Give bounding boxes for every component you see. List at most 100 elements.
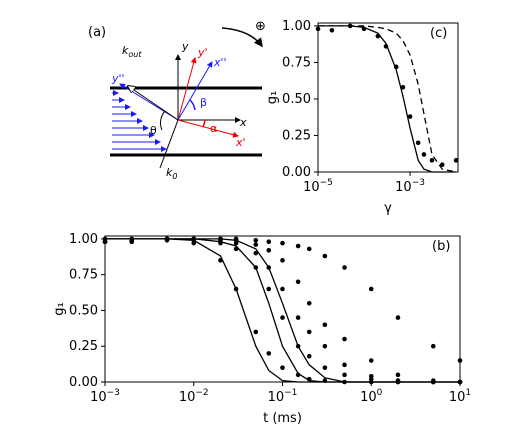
point [253,237,259,243]
point [233,236,239,242]
x-tick-label: 10−3 [90,388,120,405]
y-tick-label: 0.00 [282,165,311,180]
y-axis-label: g₁ [52,302,67,315]
point [395,372,401,378]
point [342,362,347,368]
point [322,322,328,328]
label: θ [150,124,157,137]
point [280,365,285,370]
x-tick-exponent: −2 [195,388,208,398]
point [329,28,335,33]
x-tick-exponent: 1 [465,388,471,398]
point [295,279,301,285]
x-tick-exponent: 0 [377,388,383,398]
point [342,336,347,342]
rotation-arrow [221,27,263,48]
point [421,152,427,157]
point [368,373,374,379]
label: k [122,44,129,57]
line [318,25,457,173]
beta-arc [189,99,196,111]
point [306,329,312,335]
point [129,237,135,243]
label: k [166,166,173,179]
k-out [128,86,179,121]
x-tick-base: 10 [90,390,107,405]
point [280,240,285,246]
axis-x1 [177,119,239,138]
label: kout [122,44,142,59]
point [439,162,445,167]
x-tick-label: 10−3 [395,178,425,195]
point [280,258,285,263]
label: β [200,96,207,109]
plot-frame [104,235,461,383]
point [430,343,436,349]
point [266,248,272,253]
alpha-arc [202,119,206,128]
x-tick-base: 10 [268,390,285,405]
point [368,358,374,363]
y-tick-label: 1.00 [69,232,98,247]
panel-label: (c) [430,26,447,41]
y-axis-label: g₁ [265,91,280,104]
x-tick-exponent: −3 [107,388,120,398]
point [322,365,328,370]
label: x'' [213,56,227,69]
point [295,243,301,249]
label: y'' [111,72,125,85]
label: α [210,122,217,135]
label: out [128,50,142,59]
point [266,351,272,356]
point [253,250,259,256]
axis-x2 [177,61,213,121]
axis-y1 [177,57,197,121]
label: k0 [166,166,177,181]
symbol: ⊕ [255,19,266,34]
point [164,236,170,242]
label: x [239,116,247,129]
point [400,84,406,90]
point [280,315,285,320]
y-tick-label: 0.00 [69,375,98,390]
point [322,253,328,259]
point [280,286,285,292]
x-axis-label: t (ms) [263,411,302,426]
point [453,158,459,163]
x-tick-exponent: −3 [412,178,425,188]
y-tick-label: 1.00 [282,19,311,34]
point [266,286,272,292]
point [306,246,312,252]
x-tick-base: 10 [395,180,412,195]
point [191,236,197,242]
point [342,265,347,270]
flow-arrows [112,90,167,152]
point [306,353,312,359]
point [342,372,347,378]
y-tick-label: 0.75 [282,55,311,70]
x-tick-base: 10 [449,390,466,405]
x-tick-base: 10 [303,180,320,195]
label: y' [197,46,208,59]
x-tick-base: 10 [179,390,196,405]
point [218,236,223,242]
x-tick-exponent: −5 [320,178,333,188]
point [407,114,413,119]
point [295,315,301,320]
x-tick-base: 10 [360,390,377,405]
theta-arc [160,110,166,131]
point [415,140,421,146]
x-tick-label: 10−1 [268,388,298,405]
plot-frame [317,22,459,173]
y-tick-label: 0.50 [282,92,311,107]
panel-label: (a) [88,25,106,40]
label: 0 [172,172,177,181]
x-tick-label: 100 [360,388,383,405]
x-tick-label: 10−2 [179,388,209,405]
x-tick-label: 10−5 [303,178,333,195]
line [318,25,457,173]
label: y [181,40,189,53]
y-tick-label: 0.75 [69,268,98,283]
